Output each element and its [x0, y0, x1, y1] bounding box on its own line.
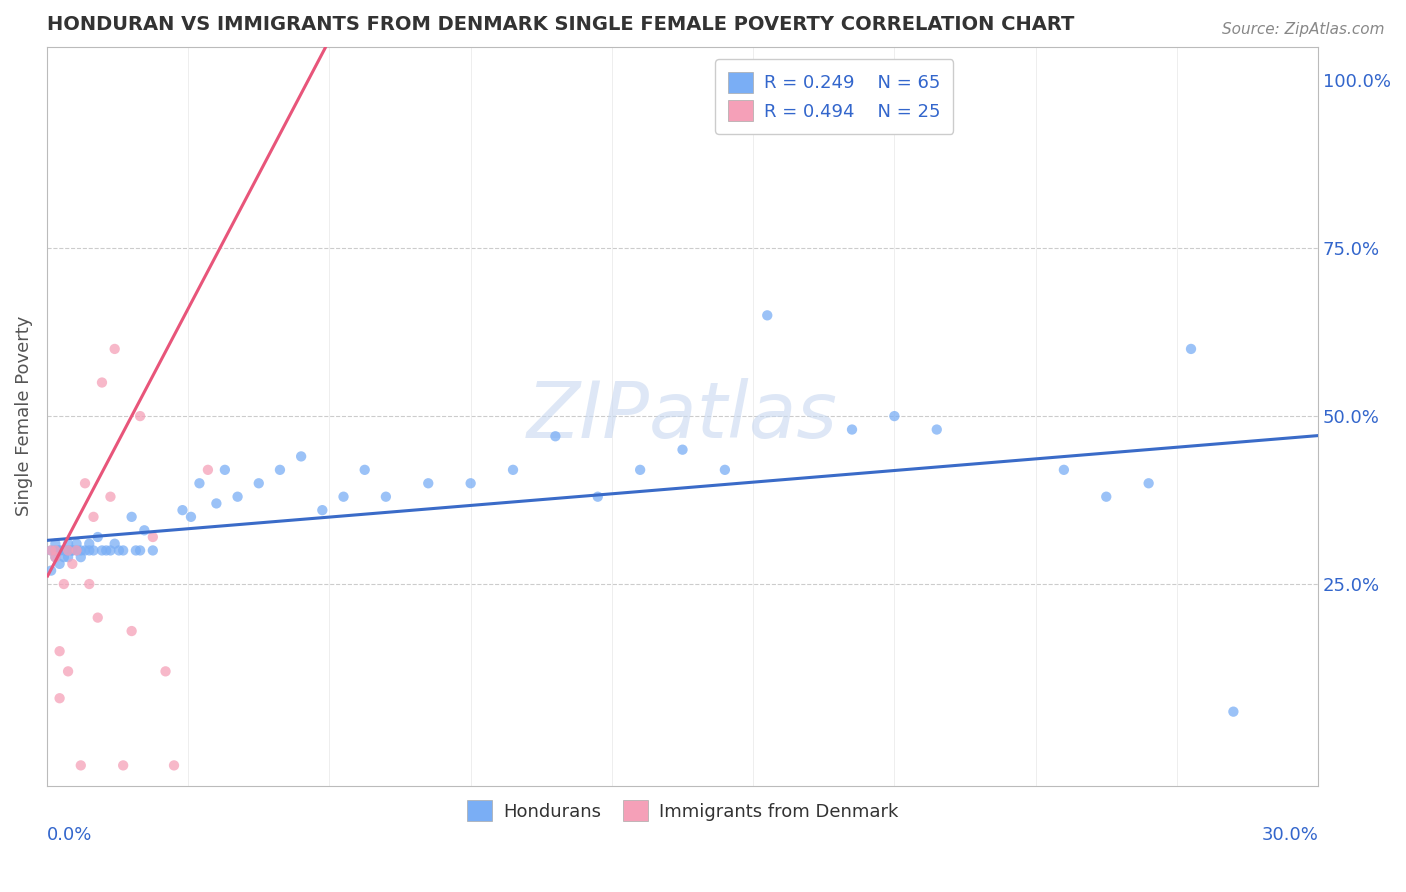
Point	[48, 691, 70, 706]
Point	[142, 543, 165, 558]
Point	[52, 543, 75, 558]
Point	[112, 758, 135, 772]
Point	[104, 342, 127, 356]
Text: Source: ZipAtlas.com: Source: ZipAtlas.com	[1222, 22, 1385, 37]
Point	[129, 409, 152, 423]
Point	[73, 543, 96, 558]
Point	[121, 624, 143, 638]
Point	[44, 543, 66, 558]
Point	[56, 665, 79, 679]
Point	[226, 490, 249, 504]
Point	[134, 524, 156, 538]
Point	[60, 543, 83, 558]
Point	[311, 503, 333, 517]
Point	[91, 543, 114, 558]
Point	[73, 476, 96, 491]
Text: 30.0%: 30.0%	[1261, 826, 1319, 844]
Point	[1137, 476, 1160, 491]
Point	[39, 564, 62, 578]
Point	[108, 543, 131, 558]
Point	[269, 463, 291, 477]
Text: HONDURAN VS IMMIGRANTS FROM DENMARK SINGLE FEMALE POVERTY CORRELATION CHART: HONDURAN VS IMMIGRANTS FROM DENMARK SING…	[46, 15, 1074, 34]
Point	[418, 476, 440, 491]
Point	[544, 429, 567, 443]
Point	[48, 557, 70, 571]
Point	[714, 463, 737, 477]
Point	[180, 509, 202, 524]
Point	[65, 537, 87, 551]
Point	[353, 463, 375, 477]
Point	[129, 543, 152, 558]
Point	[83, 509, 105, 524]
Point	[841, 423, 863, 437]
Point	[163, 758, 186, 772]
Point	[87, 530, 110, 544]
Text: ZIPatlas: ZIPatlas	[527, 378, 838, 454]
Point	[39, 543, 62, 558]
Point	[290, 450, 312, 464]
Point	[60, 543, 83, 558]
Point	[52, 550, 75, 565]
Point	[83, 543, 105, 558]
Point	[77, 543, 100, 558]
Point	[1222, 705, 1244, 719]
Point	[69, 550, 91, 565]
Point	[121, 509, 143, 524]
Point	[502, 463, 524, 477]
Point	[197, 463, 219, 477]
Text: 0.0%: 0.0%	[46, 826, 93, 844]
Point	[56, 543, 79, 558]
Point	[48, 644, 70, 658]
Point	[332, 490, 354, 504]
Point	[1095, 490, 1118, 504]
Point	[671, 442, 693, 457]
Point	[205, 496, 228, 510]
Point	[69, 543, 91, 558]
Point	[586, 490, 609, 504]
Point	[125, 543, 148, 558]
Point	[56, 537, 79, 551]
Point	[104, 537, 127, 551]
Point	[925, 423, 948, 437]
Y-axis label: Single Female Poverty: Single Female Poverty	[15, 316, 32, 516]
Point	[100, 543, 122, 558]
Point	[172, 503, 194, 517]
Point	[374, 490, 396, 504]
Legend: Hondurans, Immigrants from Denmark: Hondurans, Immigrants from Denmark	[460, 793, 905, 829]
Point	[96, 543, 118, 558]
Point	[214, 463, 236, 477]
Point	[44, 543, 66, 558]
Point	[756, 309, 779, 323]
Point	[188, 476, 211, 491]
Point	[48, 543, 70, 558]
Point	[65, 543, 87, 558]
Point	[56, 543, 79, 558]
Point	[1053, 463, 1076, 477]
Point	[48, 543, 70, 558]
Point	[44, 550, 66, 565]
Point	[883, 409, 905, 423]
Point	[142, 530, 165, 544]
Point	[77, 577, 100, 591]
Point	[65, 543, 87, 558]
Point	[628, 463, 651, 477]
Point	[77, 537, 100, 551]
Point	[155, 665, 177, 679]
Point	[91, 376, 114, 390]
Point	[44, 550, 66, 565]
Point	[247, 476, 270, 491]
Point	[52, 577, 75, 591]
Point	[460, 476, 482, 491]
Point	[87, 610, 110, 624]
Point	[100, 490, 122, 504]
Point	[56, 550, 79, 565]
Point	[44, 537, 66, 551]
Point	[1180, 342, 1202, 356]
Point	[112, 543, 135, 558]
Point	[60, 557, 83, 571]
Point	[69, 758, 91, 772]
Point	[39, 543, 62, 558]
